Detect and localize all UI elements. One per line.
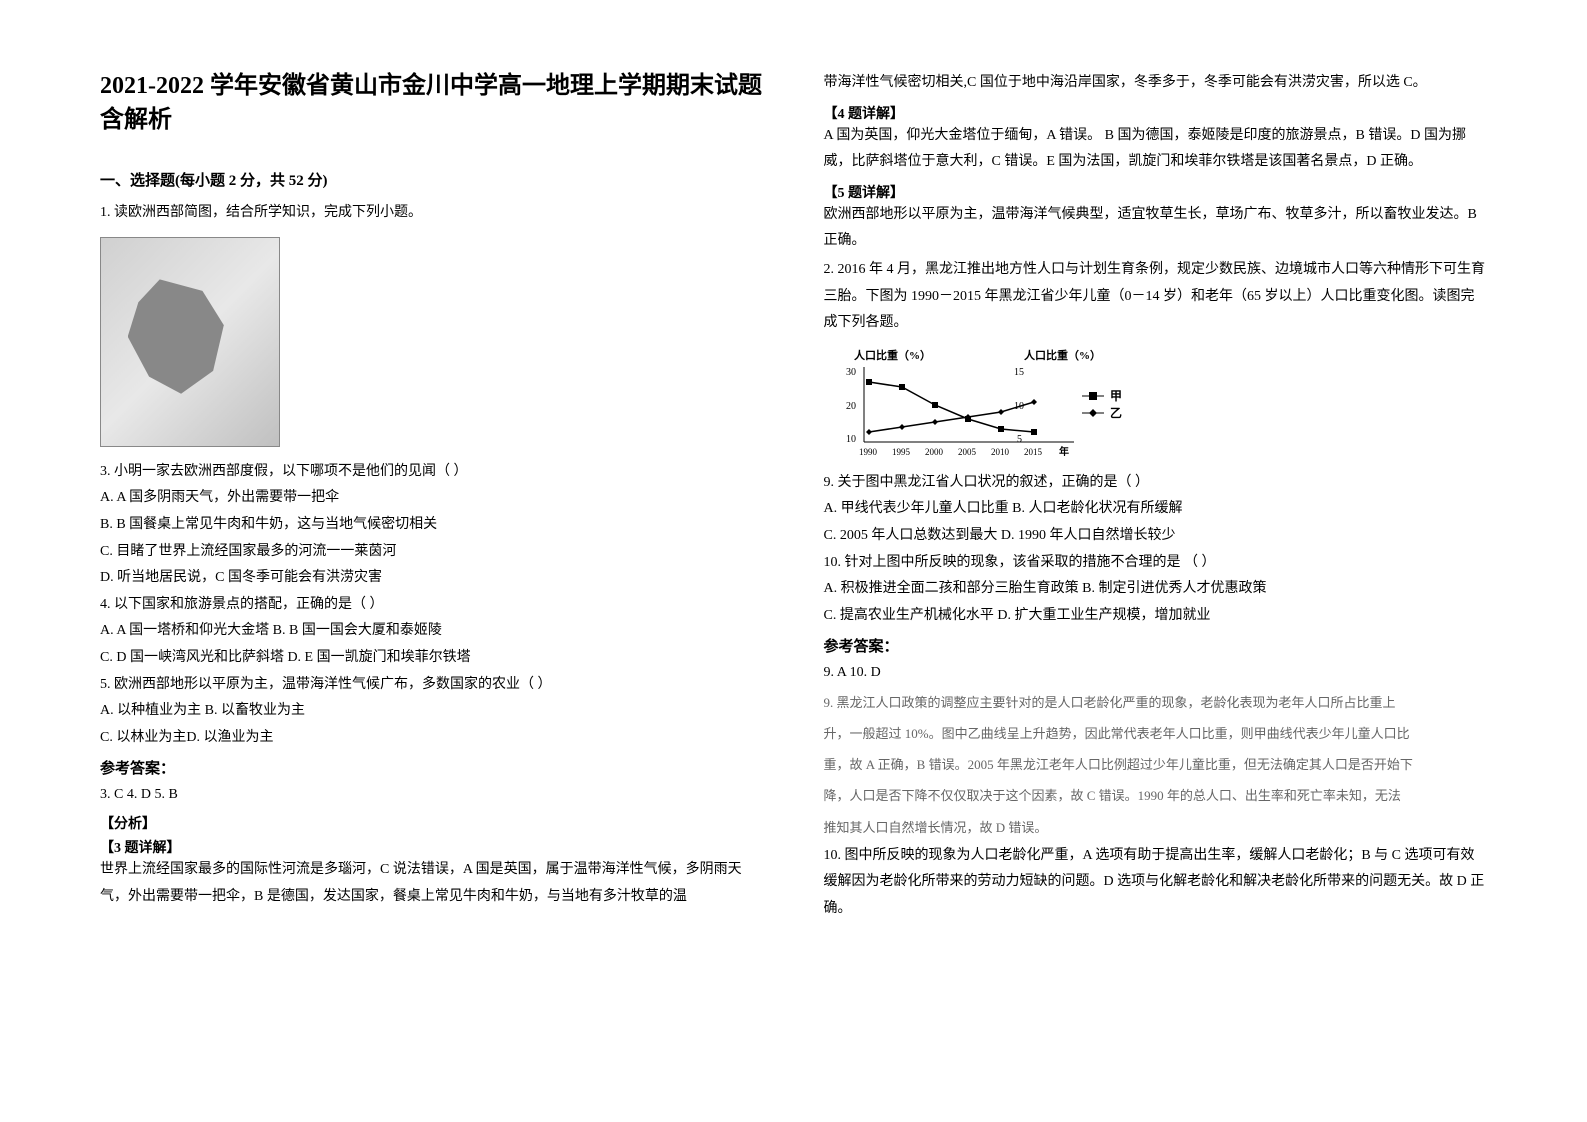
detail5-label: 【5 题详解】 xyxy=(824,182,1488,202)
yi-marker xyxy=(899,424,905,430)
jia-marker xyxy=(1031,429,1037,435)
yi-marker xyxy=(932,419,938,425)
col2-line1: 带海洋性气候密切相关,C 国位于地中海沿岸国家，冬季多于，冬季可能会有洪涝灾害，… xyxy=(824,70,1488,97)
europe-map-image xyxy=(100,237,280,447)
q5: 5. 欧洲西部地形以平原为主，温带海洋性气候广布，多数国家的农业（ ） xyxy=(100,672,764,699)
gray-analysis-2: 升，一般超过 10%。图中乙曲线呈上升趋势，因此常代表老年人口比重，则甲曲线代表… xyxy=(824,718,1488,749)
q9-option-ab: A. 甲线代表少年儿童人口比重 B. 人口老龄化状况有所缓解 xyxy=(824,496,1488,523)
q9-option-cd: C. 2005 年人口总数达到最大 D. 1990 年人口自然增长较少 xyxy=(824,523,1488,550)
legend-jia-label: 甲 xyxy=(1110,389,1122,403)
q1-intro: 1. 读欧洲西部简图，结合所学知识，完成下列小题。 xyxy=(100,200,764,227)
q2-intro: 2. 2016 年 4 月，黑龙江推出地方性人口与计划生育条例，规定少数民族、边… xyxy=(824,257,1488,337)
gray-analysis-4: 降，人口是否下降不仅仅取决于这个因素，故 C 错误。1990 年的总人口、出生率… xyxy=(824,780,1488,811)
q10-option-ab: A. 积极推进全面二孩和部分三胎生育政策 B. 制定引进优秀人才优惠政策 xyxy=(824,576,1488,603)
xtick-2015: 2015 xyxy=(1024,447,1043,457)
left-ylabel: 人口比重（%） xyxy=(854,348,931,362)
answer-label-2: 参考答案： xyxy=(824,635,1488,656)
gray-analysis-1: 9. 黑龙江人口政策的调整应主要针对的是人口老龄化严重的现象，老龄化表现为老年人… xyxy=(824,687,1488,718)
q10-explain: 10. 图中所反映的现象为人口老龄化严重，A 选项有助于提高出生率，缓解人口老龄… xyxy=(824,843,1488,923)
q5-option-cd: C. 以林业为主D. 以渔业为主 xyxy=(100,725,764,752)
yi-marker xyxy=(998,409,1004,415)
xtick-1990: 1990 xyxy=(859,447,878,457)
xtick-2005: 2005 xyxy=(958,447,977,457)
detail3-label: 【3 题详解】 xyxy=(100,837,764,857)
yi-marker xyxy=(1031,399,1037,405)
q10: 10. 针对上图中所反映的现象，该省采取的措施不合理的是 （ ） xyxy=(824,550,1488,577)
section-header: 一、选择题(每小题 2 分，共 52 分) xyxy=(100,169,764,190)
population-chart: 人口比重（%） 人口比重（%） 30 20 10 15 10 5 1990 19… xyxy=(824,347,1204,462)
jia-marker xyxy=(998,426,1004,432)
gray-analysis-5: 推知其人口自然增长情况，故 D 错误。 xyxy=(824,812,1488,843)
analysis-label: 【分析】 xyxy=(100,813,764,833)
answers-910: 9. A 10. D xyxy=(824,660,1488,687)
detail5-text: 欧洲西部地形以平原为主，温带海洋气候典型，适宜牧草生长，草场广布、牧草多汁，所以… xyxy=(824,202,1488,255)
ytick-30: 30 xyxy=(846,367,856,378)
document-title: 2021-2022 学年安徽省黄山市金川中学高一地理上学期期末试题含解析 xyxy=(100,70,764,137)
xtick-2000: 2000 xyxy=(925,447,944,457)
r-ytick-5: 5 xyxy=(1017,434,1022,445)
legend-yi-label: 乙 xyxy=(1110,406,1122,420)
gray-analysis-3: 重，故 A 正确，B 错误。2005 年黑龙江老年人口比例超过少年儿童比重，但无… xyxy=(824,749,1488,780)
q3-option-b: B. B 国餐桌上常见牛肉和牛奶，这与当地气候密切相关 xyxy=(100,512,764,539)
answer-label-1: 参考答案： xyxy=(100,757,764,778)
chart-svg: 人口比重（%） 人口比重（%） 30 20 10 15 10 5 1990 19… xyxy=(824,347,1204,462)
jia-marker xyxy=(932,402,938,408)
series-jia-line xyxy=(869,382,1034,432)
q9: 9. 关于图中黑龙江省人口状况的叙述，正确的是（ ） xyxy=(824,470,1488,497)
right-ylabel: 人口比重（%） xyxy=(1024,348,1101,362)
right-column: 带海洋性气候密切相关,C 国位于地中海沿岸国家，冬季多于，冬季可能会有洪涝灾害，… xyxy=(824,70,1488,1052)
q4-option-ab: A. A 国一塔桥和仰光大金塔 B. B 国一国会大厦和泰姬陵 xyxy=(100,618,764,645)
q3: 3. 小明一家去欧洲西部度假，以下哪项不是他们的见闻（ ） xyxy=(100,459,764,486)
q3-option-c: C. 目睹了世界上流经国家最多的河流一一莱茵河 xyxy=(100,539,764,566)
xtick-2010: 2010 xyxy=(991,447,1010,457)
q3-option-a: A. A 国多阴雨天气，外出需要带一把伞 xyxy=(100,485,764,512)
q4: 4. 以下国家和旅游景点的搭配，正确的是（ ） xyxy=(100,592,764,619)
yi-marker xyxy=(866,429,872,435)
q5-option-ab: A. 以种植业为主 B. 以畜牧业为主 xyxy=(100,698,764,725)
jia-marker xyxy=(899,384,905,390)
detail3-text: 世界上流经国家最多的国际性河流是多瑙河，C 说法错误，A 国是英国，属于温带海洋… xyxy=(100,857,764,910)
q3-option-d: D. 听当地居民说，C 国冬季可能会有洪涝灾害 xyxy=(100,565,764,592)
detail4-text: A 国为英国，仰光大金塔位于缅甸，A 错误。 B 国为德国，泰姬陵是印度的旅游景… xyxy=(824,123,1488,176)
xtick-1995: 1995 xyxy=(892,447,911,457)
detail4-label: 【4 题详解】 xyxy=(824,103,1488,123)
xlabel: 年 xyxy=(1059,445,1069,458)
ytick-20: 20 xyxy=(846,401,856,412)
jia-marker xyxy=(866,379,872,385)
series-yi-line xyxy=(869,402,1034,432)
r-ytick-15: 15 xyxy=(1014,367,1024,378)
q10-option-cd: C. 提高农业生产机械化水平 D. 扩大重工业生产规模，增加就业 xyxy=(824,603,1488,630)
ytick-10: 10 xyxy=(846,434,856,445)
answers-345: 3. C 4. D 5. B xyxy=(100,782,764,809)
left-column: 2021-2022 学年安徽省黄山市金川中学高一地理上学期期末试题含解析 一、选… xyxy=(100,70,764,1052)
q4-option-cd: C. D 国一峡湾风光和比萨斜塔 D. E 国一凯旋门和埃菲尔铁塔 xyxy=(100,645,764,672)
